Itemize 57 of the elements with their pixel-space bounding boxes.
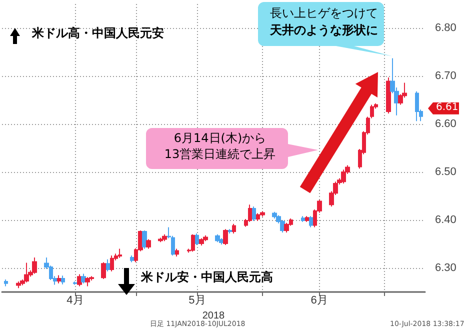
y-tick-label: 6.40 xyxy=(435,214,456,226)
candlestick xyxy=(191,234,195,252)
candlestick xyxy=(158,237,163,243)
y-tick-label: 6.70 xyxy=(435,70,456,82)
candlestick xyxy=(85,276,90,287)
y-tick-label: 6.50 xyxy=(435,166,456,178)
candlestick xyxy=(110,255,114,272)
annotation: 天井のような形状に xyxy=(269,23,379,38)
candlestick xyxy=(223,228,228,246)
annotation: 長い上ヒゲをつけて xyxy=(269,6,379,21)
candlestick xyxy=(203,234,208,242)
candlestick xyxy=(386,76,391,114)
x-axis-title: 2018 xyxy=(202,310,226,322)
annotation: 6.61 xyxy=(436,101,458,116)
annotation: 6月14日(木)から xyxy=(172,131,268,146)
annotation: 13営業日連続で上昇 xyxy=(163,147,277,162)
candlestick xyxy=(248,204,252,222)
candlestick xyxy=(232,223,236,234)
candlestick xyxy=(81,273,86,284)
annotation: 米ドル高・中国人民元安 xyxy=(32,26,164,41)
candlestick xyxy=(77,274,82,287)
candlestick xyxy=(162,234,167,242)
candlestick xyxy=(118,248,122,258)
candlestick xyxy=(219,238,224,245)
candlestick xyxy=(61,275,65,285)
candlestick xyxy=(24,262,29,283)
candlestick xyxy=(57,274,61,284)
candlestick xyxy=(415,90,419,122)
candlestick xyxy=(260,210,265,218)
candlestick xyxy=(101,262,106,280)
candlestick xyxy=(73,280,77,286)
y-tick-label: 6.60 xyxy=(435,118,456,130)
candlestick xyxy=(16,280,21,289)
candlestick xyxy=(215,234,220,243)
candlestick xyxy=(228,228,232,234)
candlestick xyxy=(195,232,199,246)
x-tick-label: 6月 xyxy=(310,294,328,306)
y-tick-label: 6.30 xyxy=(435,262,456,274)
candlestick xyxy=(341,169,346,184)
y-tick-label: 6.80 xyxy=(435,22,456,34)
candlestick xyxy=(106,258,110,272)
candlestick xyxy=(284,222,289,233)
candlestick xyxy=(301,216,305,222)
candlestick xyxy=(175,248,179,257)
candlestick xyxy=(4,279,8,287)
candlestick xyxy=(146,238,151,250)
x-tick-label: 4月 xyxy=(66,294,84,306)
candlestick xyxy=(142,230,147,250)
candlestick xyxy=(309,216,313,228)
candlestick xyxy=(272,211,277,220)
candlestick xyxy=(130,255,134,263)
candlestick xyxy=(199,238,204,246)
candlestick xyxy=(32,256,37,274)
x-tick-label: 5月 xyxy=(188,294,206,306)
annotation: 米ドル安・中国人民元高 xyxy=(141,270,273,285)
candlestick xyxy=(305,216,309,222)
candlestick xyxy=(252,206,256,222)
